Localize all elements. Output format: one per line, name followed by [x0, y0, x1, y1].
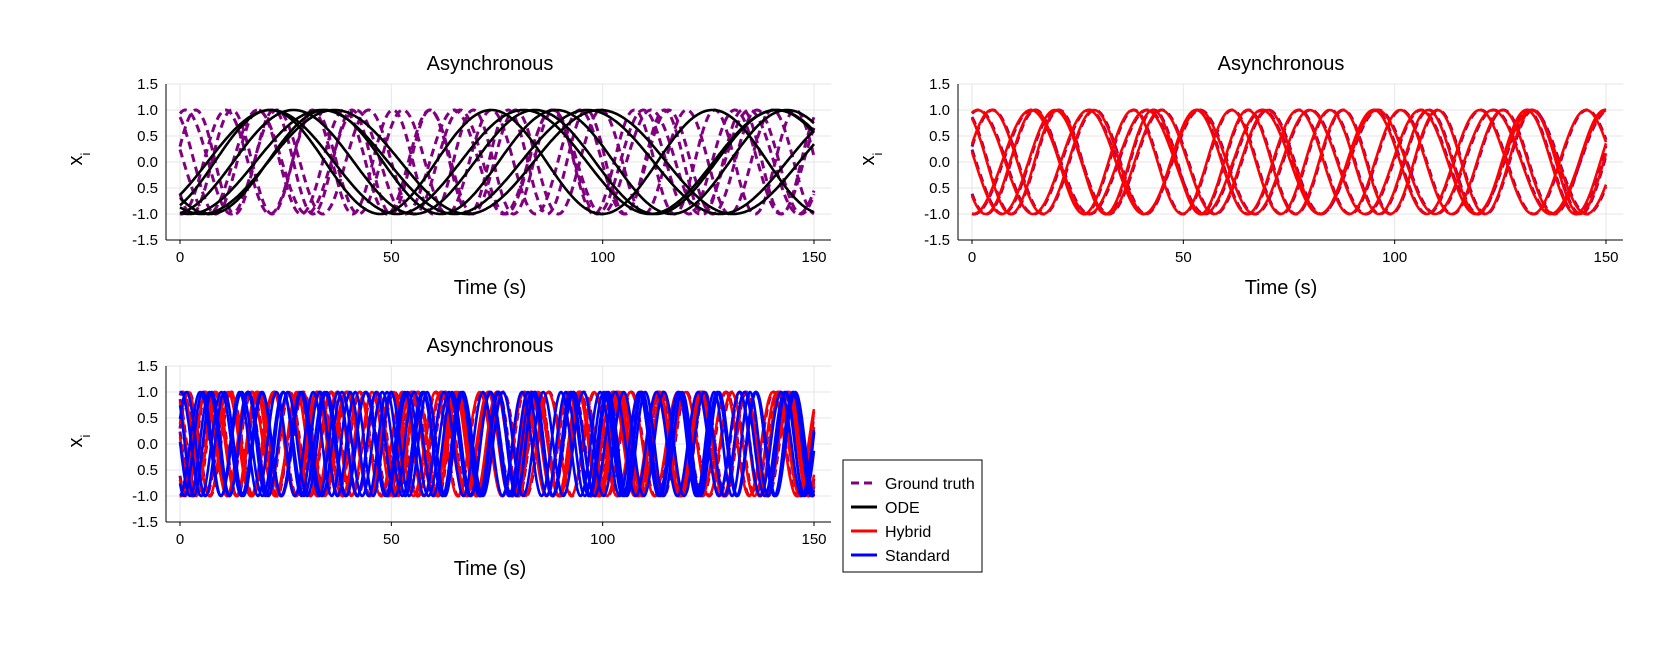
y-tick-label: 1.5 [137, 358, 158, 375]
series-line-ode [179, 108, 815, 216]
x-tick-label: 0 [968, 249, 976, 266]
panel-bottom-left: Asynchronous -1.5 -1.0 0.5 0.0 0.5 1.0 1.5 0 50 1… [65, 335, 831, 580]
series-line-standard [178, 390, 816, 498]
y-tick-label: 0.5 [137, 410, 158, 427]
series-line-ground-truth [178, 108, 816, 216]
series-line-ground-truth [178, 108, 816, 216]
y-tick-label: -1.5 [132, 514, 158, 531]
y-tick-label: -1.0 [924, 206, 950, 223]
x-tick-label: 50 [1175, 249, 1192, 266]
legend-label: ODE [885, 500, 920, 517]
y-tick-label: -1.0 [132, 488, 158, 505]
plot-area: -1.5 -1.0 0.5 0.0 0.5 1.0 1.5 0 50 100 150 [924, 76, 1623, 266]
x-tick-label: 100 [590, 249, 615, 266]
series-line-ode [179, 108, 815, 216]
series-line-hybrid [970, 108, 1608, 216]
legend: Ground truth ODE Hybrid Standard [842, 459, 983, 573]
y-tick-label: 1.0 [137, 102, 158, 119]
series-line-ode [179, 108, 816, 216]
panel-title: Asynchronous [427, 335, 554, 357]
series-line-ground-truth [179, 108, 816, 216]
y-tick-label: 0.0 [137, 154, 158, 171]
y-tick-label: 0.0 [929, 154, 950, 171]
y-tick-label: 1.0 [137, 384, 158, 401]
y-tick-label: 0.5 [929, 180, 950, 197]
legend-label: Standard [885, 548, 950, 565]
legend-label: Hybrid [885, 524, 931, 541]
x-tick-label: 100 [1382, 249, 1407, 266]
x-axis-label: Time (s) [454, 558, 527, 580]
legend-box [842, 459, 983, 573]
series-line-ground-truth [178, 108, 816, 216]
x-axis-label: Time (s) [1245, 277, 1318, 299]
y-tick-label: 0.5 [137, 128, 158, 145]
y-tick-label: 0.5 [137, 180, 158, 197]
panel-title: Asynchronous [427, 53, 554, 75]
series-line-hybrid [970, 108, 1607, 216]
y-tick-label: -1.0 [132, 206, 158, 223]
y-axis-label: xi [65, 152, 93, 165]
panel-top-left: Asynchronous -1.5 -1.0 0.5 0.0 0.5 1.0 1.5 0 50 1… [65, 53, 831, 299]
legend-label: Ground truth [885, 476, 975, 493]
series-line-ground-truth [178, 108, 816, 216]
panel-title: Asynchronous [1218, 53, 1345, 75]
y-tick-label: 1.0 [929, 102, 950, 119]
x-tick-label: 0 [176, 531, 184, 548]
y-tick-label: 0.5 [929, 128, 950, 145]
series-line-ode [179, 108, 815, 216]
x-tick-label: 0 [176, 249, 184, 266]
x-tick-label: 150 [801, 249, 826, 266]
y-axis-label: xi [65, 434, 93, 447]
x-tick-label: 50 [383, 531, 400, 548]
y-tick-label: 0.5 [137, 462, 158, 479]
plot-area: -1.5 -1.0 0.5 0.0 0.5 1.0 1.5 0 50 100 150 [132, 358, 831, 548]
x-tick-label: 50 [383, 249, 400, 266]
series-line-ode [179, 108, 815, 216]
series-line-standard [179, 390, 816, 498]
x-tick-label: 150 [801, 531, 826, 548]
y-tick-label: 1.5 [929, 76, 950, 93]
series-line-ode [179, 108, 815, 216]
y-tick-label: 0.0 [137, 436, 158, 453]
series-line-hybrid [971, 108, 1607, 216]
plot-area: -1.5 -1.0 0.5 0.0 0.5 1.0 1.5 0 50 100 150 [132, 76, 831, 266]
x-tick-label: 100 [590, 531, 615, 548]
y-tick-label: -1.5 [132, 232, 158, 249]
panel-top-right: Asynchronous -1.5 -1.0 0.5 0.0 0.5 1.0 1.5 0 50 1… [857, 53, 1623, 299]
x-axis-label: Time (s) [454, 277, 527, 299]
x-tick-label: 150 [1593, 249, 1618, 266]
y-axis-label: xi [857, 152, 885, 165]
series-line-hybrid [970, 108, 1608, 216]
y-tick-label: -1.5 [924, 232, 950, 249]
y-tick-label: 1.5 [137, 76, 158, 93]
